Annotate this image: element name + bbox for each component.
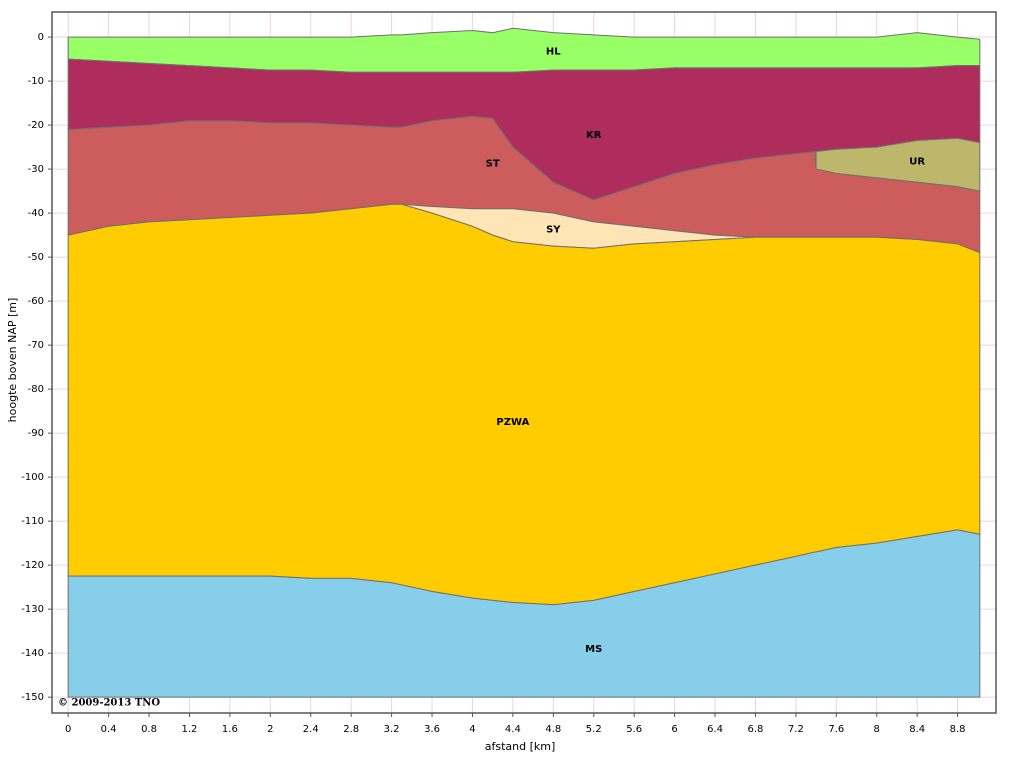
x-tick-label: 1.6 (222, 724, 238, 735)
layer-label: KR (586, 130, 602, 141)
layer-label: HL (546, 46, 561, 57)
x-tick-label: 7.6 (828, 724, 844, 735)
layer-label: MS (585, 644, 602, 655)
x-tick-label: 6 (671, 724, 677, 735)
x-tick-label: 6.8 (747, 724, 763, 735)
y-tick-label: 0 (38, 32, 44, 43)
y-axis-label: hoogte boven NAP [m] (6, 298, 19, 423)
copyright: © 2009-2013 TNO (58, 698, 160, 709)
y-tick-label: -90 (28, 428, 44, 439)
y-tick-label: -30 (28, 164, 44, 175)
y-tick-label: -70 (28, 340, 44, 351)
y-tick-label: -150 (21, 692, 44, 703)
x-tick-label: 4.4 (505, 724, 521, 735)
x-tick-label: 3.6 (424, 724, 440, 735)
x-tick-label: 5.2 (586, 724, 602, 735)
layer-label: PZWA (496, 417, 529, 428)
y-tick-label: -10 (28, 76, 44, 87)
x-tick-label: 4 (469, 724, 475, 735)
x-tick-label: 2 (267, 724, 273, 735)
x-tick-label: 4.8 (545, 724, 561, 735)
x-tick-label: 0 (65, 724, 71, 735)
x-axis-label: afstand [km] (485, 740, 556, 753)
y-tick-label: -140 (21, 648, 44, 659)
x-tick-label: 2.4 (303, 724, 319, 735)
y-tick-label: -80 (28, 384, 44, 395)
y-tick-label: -40 (28, 208, 44, 219)
layer-label: UR (909, 156, 925, 167)
layer (67, 203, 981, 606)
y-tick-label: -100 (21, 472, 44, 483)
x-tick-label: 3.2 (384, 724, 400, 735)
x-tick-label: 8 (874, 724, 880, 735)
x-tick-label: 8.8 (950, 724, 966, 735)
x-tick-label: 5.6 (626, 724, 642, 735)
y-tick-label: -130 (21, 604, 44, 615)
x-tick-label: 8.4 (909, 724, 925, 735)
y-tick-label: -20 (28, 120, 44, 131)
x-tick-label: 0.8 (141, 724, 157, 735)
x-tick-label: 6.4 (707, 724, 723, 735)
x-tick-label: 7.2 (788, 724, 804, 735)
layer (67, 529, 981, 698)
y-tick-label: -110 (21, 516, 44, 527)
layer-label: ST (486, 159, 500, 170)
plot-frame (51, 11, 997, 714)
x-tick-label: 2.8 (343, 724, 359, 735)
y-tick-label: -60 (28, 296, 44, 307)
x-tick-label: 0.4 (101, 724, 117, 735)
layer-label: SY (546, 225, 561, 236)
y-tick-label: -120 (21, 560, 44, 571)
y-tick-label: -50 (28, 252, 44, 263)
x-tick-label: 1.2 (182, 724, 198, 735)
